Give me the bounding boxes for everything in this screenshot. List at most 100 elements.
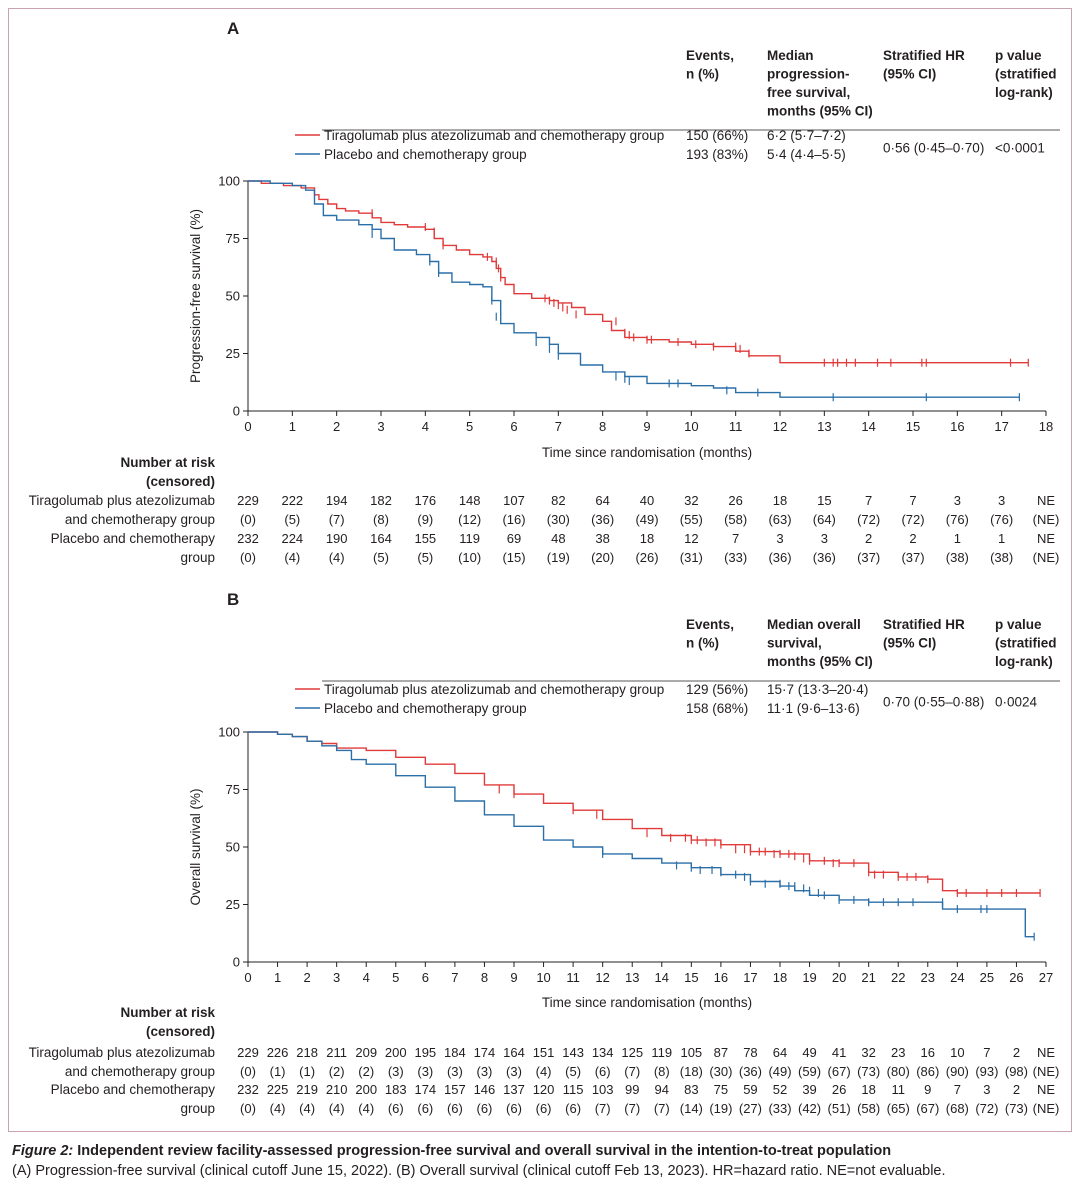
at-risk-count: 18 — [773, 493, 787, 508]
censored-count: (36) — [591, 512, 614, 527]
censored-count: (86) — [916, 1064, 939, 1079]
at-risk-count: 176 — [414, 493, 436, 508]
censored-count: (4) — [270, 1101, 286, 1116]
legend-table-header: survival, — [767, 636, 822, 651]
legend-table-header: Events, — [686, 48, 734, 63]
legend-hr: 0·56 (0·45–0·70) — [883, 141, 984, 156]
censored-count: (7) — [329, 512, 345, 527]
censored-count: (6) — [536, 1101, 552, 1116]
legend-table-header: n (%) — [686, 67, 719, 82]
censored-count: (18) — [680, 1064, 703, 1079]
at-risk-count: 38 — [595, 531, 609, 546]
caption-text: (A) Progression-free survival (clinical … — [12, 1163, 946, 1179]
risk-group-label: Tiragolumab plus atezolizumab — [29, 1045, 215, 1060]
x-tick-label: 11 — [566, 970, 580, 985]
at-risk-count: NE — [1037, 493, 1055, 508]
x-axis-title: Time since randomisation (months) — [542, 995, 752, 1010]
panel-a: A Events, n (%) Median progression-free surv… — [0, 0, 1080, 590]
x-tick-label: 18 — [773, 970, 787, 985]
at-risk-count: 49 — [802, 1045, 816, 1060]
at-risk-count: 87 — [714, 1045, 728, 1060]
at-risk-count: 200 — [355, 1082, 377, 1097]
legend-table-header: log-rank) — [995, 654, 1053, 669]
at-risk-count: 41 — [832, 1045, 846, 1060]
censored-count: (4) — [536, 1064, 552, 1079]
at-risk-count: 2 — [1013, 1082, 1020, 1097]
at-risk-count: 16 — [921, 1045, 935, 1060]
at-risk-count: 119 — [651, 1045, 672, 1060]
x-tick-label: 14 — [861, 419, 875, 434]
x-tick-label: 9 — [643, 419, 650, 434]
censored-count: (1) — [299, 1064, 315, 1079]
x-tick-label: 16 — [714, 970, 728, 985]
at-risk-count: 148 — [459, 493, 481, 508]
number-at-risk-heading: (censored) — [146, 474, 215, 489]
censored-count: (26) — [635, 550, 658, 565]
survival-curve-placebo — [248, 180, 1020, 398]
x-tick-label: 18 — [1039, 419, 1053, 434]
censored-count: (76) — [990, 512, 1013, 527]
censored-count: (3) — [476, 1064, 492, 1079]
censored-count: (73) — [1005, 1101, 1028, 1116]
at-risk-count: 7 — [909, 493, 916, 508]
censored-count: (4) — [329, 550, 345, 565]
censored-count: (51) — [828, 1101, 851, 1116]
censored-count: (64) — [813, 512, 836, 527]
y-axis-title: Progression-free survival (%) — [188, 209, 203, 383]
censored-count: (63) — [768, 512, 791, 527]
censored-count: (5) — [373, 550, 389, 565]
censored-count: (3) — [506, 1064, 522, 1079]
censored-count: (90) — [946, 1064, 969, 1079]
y-tick-label: 50 — [226, 289, 240, 304]
censored-count: (0) — [240, 550, 256, 565]
legend-series-name: Placebo and chemotherapy group — [324, 147, 527, 162]
at-risk-count: 75 — [714, 1082, 728, 1097]
at-risk-count: 200 — [385, 1045, 407, 1060]
at-risk-count: 7 — [983, 1045, 990, 1060]
x-tick-label: 6 — [510, 419, 517, 434]
at-risk-count: 119 — [459, 531, 480, 546]
at-risk-count: NE — [1037, 531, 1055, 546]
censored-count: (38) — [946, 550, 969, 565]
at-risk-count: 115 — [563, 1082, 584, 1097]
at-risk-count: 64 — [595, 493, 609, 508]
legend-median: 11·1 (9·6–13·6) — [767, 701, 860, 716]
censored-count: (65) — [887, 1101, 910, 1116]
censored-count: (NE) — [1033, 550, 1060, 565]
at-risk-count: 226 — [267, 1045, 289, 1060]
at-risk-count: 229 — [237, 493, 259, 508]
censored-count: (6) — [506, 1101, 522, 1116]
censored-count: (7) — [654, 1101, 670, 1116]
x-tick-label: 20 — [832, 970, 846, 985]
at-risk-count: 183 — [385, 1082, 407, 1097]
censored-count: (9) — [417, 512, 433, 527]
at-risk-count: 10 — [950, 1045, 964, 1060]
at-risk-count: 218 — [296, 1045, 318, 1060]
at-risk-count: 39 — [802, 1082, 816, 1097]
x-tick-label: 22 — [891, 970, 905, 985]
at-risk-count: NE — [1037, 1045, 1055, 1060]
censored-count: (38) — [990, 550, 1013, 565]
at-risk-count: 164 — [503, 1045, 525, 1060]
legend-table-header: (95% CI) — [883, 636, 936, 651]
x-tick-label: 3 — [377, 419, 384, 434]
censored-count: (0) — [240, 512, 256, 527]
censored-count: (6) — [417, 1101, 433, 1116]
legend-table-header: log-rank) — [995, 85, 1053, 100]
at-risk-count: 143 — [562, 1045, 584, 1060]
y-tick-label: 100 — [218, 174, 240, 189]
x-tick-label: 21 — [861, 970, 875, 985]
y-tick-label: 25 — [226, 346, 240, 361]
legend-events: 150 (66%) — [686, 128, 748, 143]
at-risk-count: 2 — [865, 531, 872, 546]
censored-count: (20) — [591, 550, 614, 565]
x-tick-label: 5 — [392, 970, 399, 985]
x-tick-label: 27 — [1039, 970, 1053, 985]
at-risk-count: 174 — [474, 1045, 496, 1060]
censored-count: (2) — [358, 1064, 374, 1079]
at-risk-count: 157 — [444, 1082, 466, 1097]
legend-table-header: Stratified HR — [883, 48, 965, 63]
x-tick-label: 19 — [802, 970, 816, 985]
y-tick-label: 25 — [226, 897, 240, 912]
at-risk-count: 194 — [326, 493, 348, 508]
